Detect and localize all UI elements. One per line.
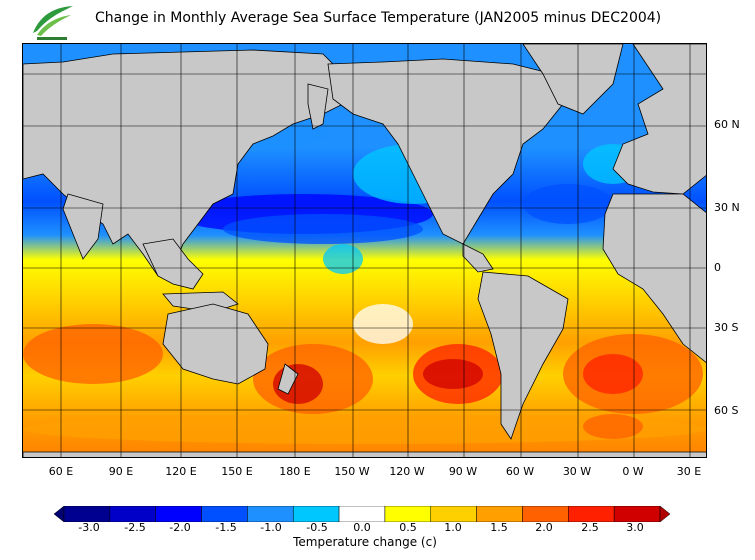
colorbar <box>53 505 671 523</box>
colorbar-tick-label: 2.5 <box>581 521 599 534</box>
colorbar-cell <box>430 505 477 523</box>
lat-label-60n: 60 N <box>714 118 740 131</box>
lon-label-0w: 0 W <box>622 465 644 478</box>
colorbar-cell <box>522 505 569 523</box>
land-north-america <box>327 58 564 245</box>
chart-title: Change in Monthly Average Sea Surface Te… <box>95 10 662 26</box>
colorbar-cell <box>292 505 340 523</box>
lon-label-30e: 30 E <box>676 465 702 478</box>
land-kamchatka <box>307 83 329 130</box>
anomaly-patch <box>583 414 643 439</box>
anomaly-patch <box>523 184 613 224</box>
lat-label-60s: 60 S <box>714 404 739 417</box>
colorbar-tick-label: 0.5 <box>399 521 417 534</box>
colorbar-under-arrow <box>53 505 65 523</box>
land-new-zealand <box>277 363 299 395</box>
lat-label-30s: 30 S <box>714 321 739 334</box>
lat-label-0: 0 <box>714 261 721 274</box>
anomaly-patch <box>23 414 706 444</box>
colorbar-cell <box>247 505 294 523</box>
lon-label-150e: 150 E <box>221 465 253 478</box>
lon-label-90w: 90 W <box>448 465 478 478</box>
land-se-asia <box>142 238 204 290</box>
colorbar-cell <box>201 505 248 523</box>
land-central-america <box>462 243 494 273</box>
leaf-logo-icon <box>27 3 77 43</box>
land-india <box>62 193 104 260</box>
colorbar-tick-label: -2.0 <box>169 521 191 534</box>
colorbar-tick-label: -1.5 <box>215 521 237 534</box>
colorbar-unit-label: Temperature change (c) <box>293 535 437 549</box>
colorbar-tick-label: -3.0 <box>78 521 100 534</box>
colorbar-cell <box>338 505 386 523</box>
lat-label-30n: 30 N <box>714 201 740 214</box>
colorbar-cell <box>63 505 111 523</box>
colorbar-cell <box>476 505 523 523</box>
colorbar-tick-label: 0.0 <box>353 521 371 534</box>
anomaly-patch <box>353 304 413 344</box>
colorbar-cell <box>384 505 432 523</box>
colorbar-over-arrow <box>659 505 671 523</box>
colorbar-tick-label: -0.5 <box>306 521 328 534</box>
lon-label-30w: 30 W <box>562 465 592 478</box>
anomaly-patch <box>423 359 483 389</box>
lon-label-60e: 60 E <box>48 465 74 478</box>
colorbar-tick-label: -1.0 <box>260 521 282 534</box>
land-australia <box>162 303 269 385</box>
colorbar-cell <box>155 505 202 523</box>
land-europe <box>612 44 706 195</box>
colorbar-tick-label: 1.5 <box>490 521 508 534</box>
land-masses <box>23 44 706 457</box>
colorbar-cell <box>613 505 661 523</box>
anomaly-patch <box>323 244 363 274</box>
land-africa <box>602 193 706 363</box>
anomaly-patch <box>223 214 423 244</box>
anomaly-patches <box>23 114 706 444</box>
colorbar-tick-label: -2.5 <box>124 521 146 534</box>
colorbar-cell <box>109 505 156 523</box>
anomaly-patch <box>23 324 163 384</box>
graticule <box>23 44 706 457</box>
lon-label-120w: 120 W <box>389 465 425 478</box>
lon-label-120e: 120 E <box>165 465 197 478</box>
sst-change-map <box>22 43 707 458</box>
anomaly-patch <box>583 354 643 394</box>
lon-label-150w: 150 W <box>334 465 370 478</box>
colorbar-tick-label: 2.0 <box>535 521 553 534</box>
colorbar-cell <box>568 505 615 523</box>
colorbar-tick-label: 3.0 <box>626 521 644 534</box>
lon-label-90e: 90 E <box>108 465 134 478</box>
colorbar-tick-label: 1.0 <box>444 521 462 534</box>
land-antarctic-edge <box>23 451 706 457</box>
lon-label-180e: 180 E <box>279 465 311 478</box>
lon-label-60w: 60 W <box>505 465 535 478</box>
